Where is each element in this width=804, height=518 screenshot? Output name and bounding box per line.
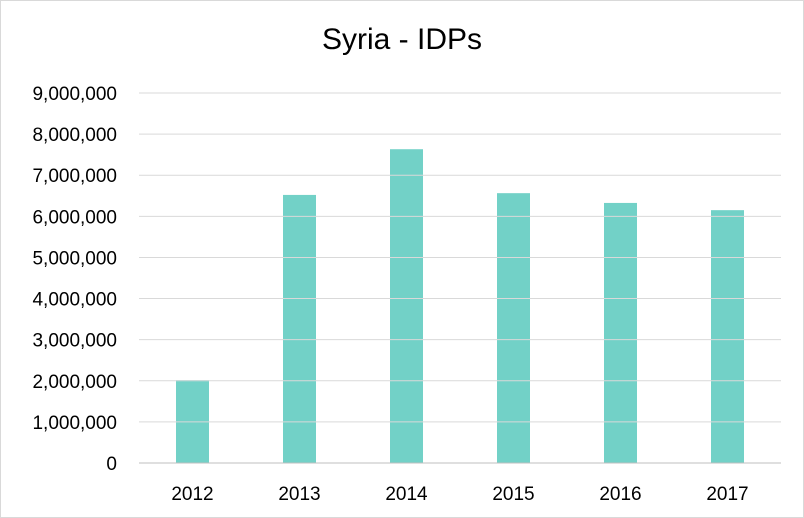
y-tick-label: 9,000,000: [32, 84, 117, 105]
x-tick-label: 2016: [599, 484, 641, 505]
x-tick-label: 2014: [385, 484, 428, 505]
y-tick-label: 6,000,000: [32, 207, 117, 228]
bar[interactable]: [711, 210, 744, 463]
y-tick-label: 0: [106, 454, 117, 475]
bar[interactable]: [283, 194, 316, 463]
bar[interactable]: [390, 149, 423, 463]
x-tick-label: 2012: [171, 484, 213, 505]
x-tick-label: 2015: [492, 484, 534, 505]
y-tick-label: 1,000,000: [32, 413, 117, 434]
chart-title: Syria - IDPs: [321, 23, 483, 56]
y-tick-label: 3,000,000: [32, 331, 117, 352]
y-tick-label: 7,000,000: [32, 166, 117, 187]
bar[interactable]: [497, 193, 530, 463]
x-tick-label: 2013: [278, 484, 320, 505]
y-tick-label: 5,000,000: [32, 248, 117, 269]
y-tick-label: 2,000,000: [32, 372, 117, 393]
y-tick-label: 8,000,000: [32, 125, 117, 146]
y-tick-label: 4,000,000: [32, 290, 117, 311]
bar[interactable]: [604, 202, 637, 464]
x-tick-label: 2017: [706, 484, 748, 505]
